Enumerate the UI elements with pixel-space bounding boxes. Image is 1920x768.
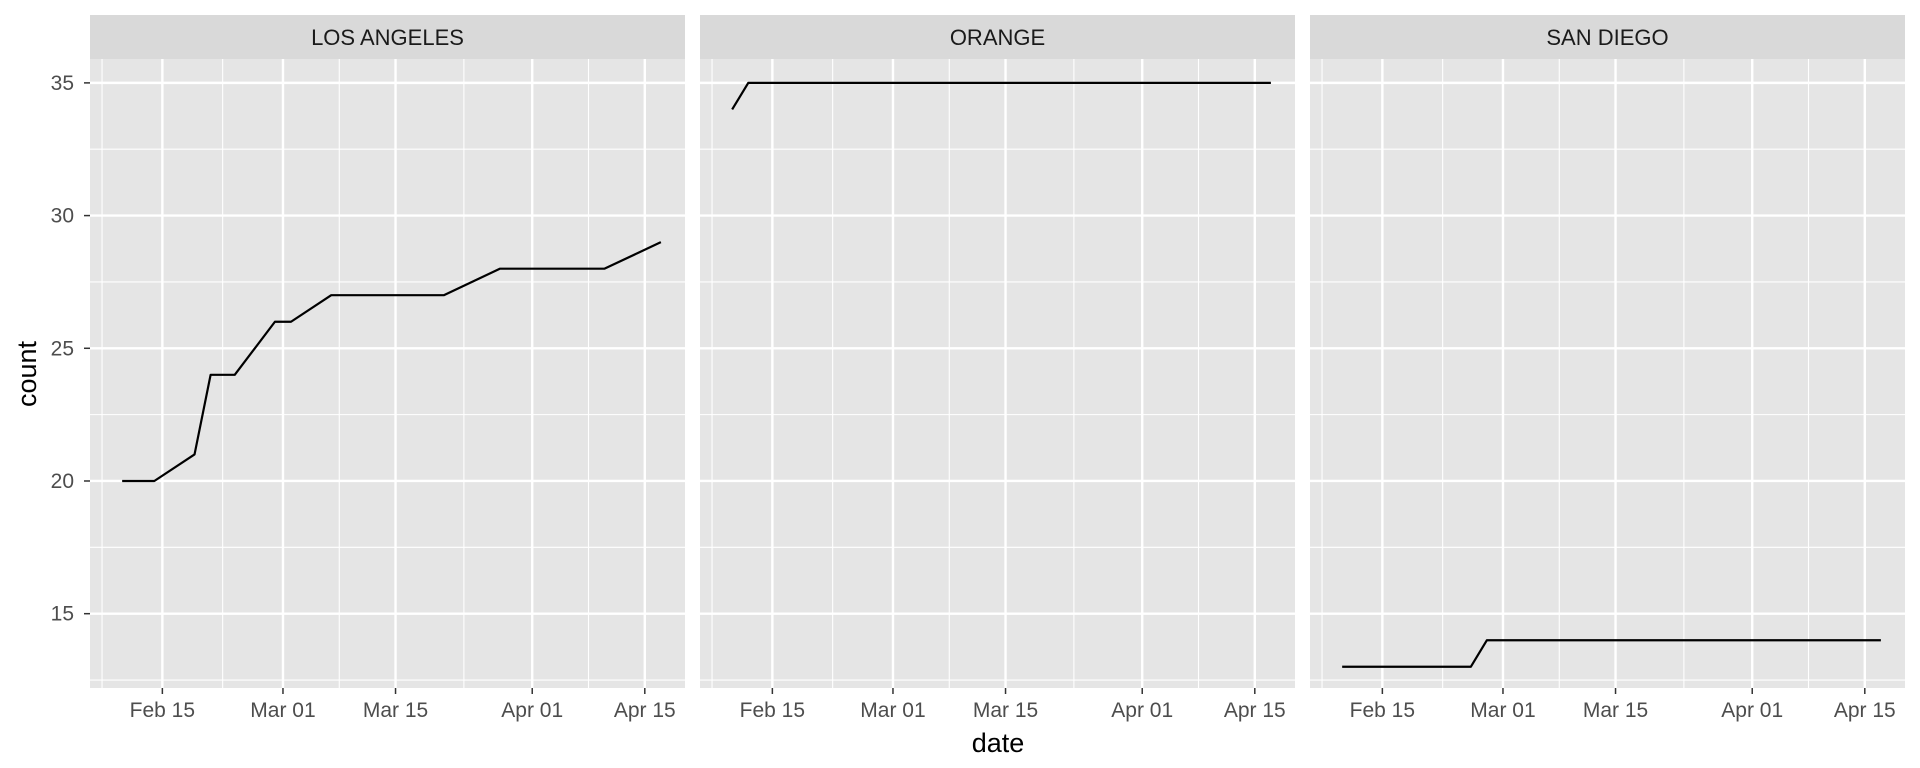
facet-strip — [700, 15, 1295, 59]
x-tick-label: Apr 15 — [614, 699, 676, 722]
x-tick-label: Feb 15 — [1350, 699, 1415, 722]
x-axis-title: date — [972, 728, 1025, 758]
panel-background — [1310, 59, 1905, 688]
x-tick-label: Mar 01 — [1470, 699, 1535, 722]
x-tick-label: Apr 01 — [501, 699, 563, 722]
y-tick-label: 25 — [51, 337, 74, 360]
facet-strip — [90, 15, 685, 59]
x-tick-label: Apr 15 — [1224, 699, 1286, 722]
facet-strip-label: LOS ANGELES — [311, 25, 464, 50]
x-tick-label: Feb 15 — [130, 699, 195, 722]
facet-san-diego: SAN DIEGO Feb 15 Mar 01 Mar 15 Apr 01 Apr 15 — [1310, 15, 1905, 722]
x-tick-label: Mar 15 — [1583, 699, 1648, 722]
facet-strip-label: SAN DIEGO — [1546, 25, 1668, 50]
facet-strip — [1310, 15, 1905, 59]
series-line-san-diego — [1342, 639, 1881, 668]
panel-background — [90, 59, 685, 688]
facet-panels: LOS ANGELES Feb 15 Mar 01 Mar 15 Apr 01 Apr 1… — [51, 15, 1905, 722]
x-tick-label: Apr 01 — [1111, 699, 1173, 722]
y-axis-title: count — [12, 340, 42, 407]
x-tick-label: Mar 15 — [363, 699, 428, 722]
x-tick-label: Feb 15 — [740, 699, 805, 722]
x-tick-label: Apr 15 — [1834, 699, 1896, 722]
x-tick-label: Mar 01 — [250, 699, 315, 722]
facet-los-angeles: LOS ANGELES Feb 15 Mar 01 Mar 15 Apr 01 Apr 1… — [51, 15, 685, 722]
x-tick-label: Mar 01 — [860, 699, 925, 722]
y-tick-label: 20 — [51, 470, 74, 493]
facet-strip-label: ORANGE — [950, 25, 1045, 50]
facet-orange: ORANGE Feb 15 Mar 01 Mar 15 Apr 01 Apr 15 — [700, 15, 1295, 722]
panel-background — [700, 59, 1295, 688]
x-tick-label: Apr 01 — [1721, 699, 1783, 722]
x-tick-label: Mar 15 — [973, 699, 1038, 722]
y-tick-label: 30 — [51, 205, 74, 228]
y-tick-label: 35 — [51, 72, 74, 95]
series-line-los-angeles — [122, 241, 662, 483]
y-tick-label: 15 — [51, 603, 74, 626]
